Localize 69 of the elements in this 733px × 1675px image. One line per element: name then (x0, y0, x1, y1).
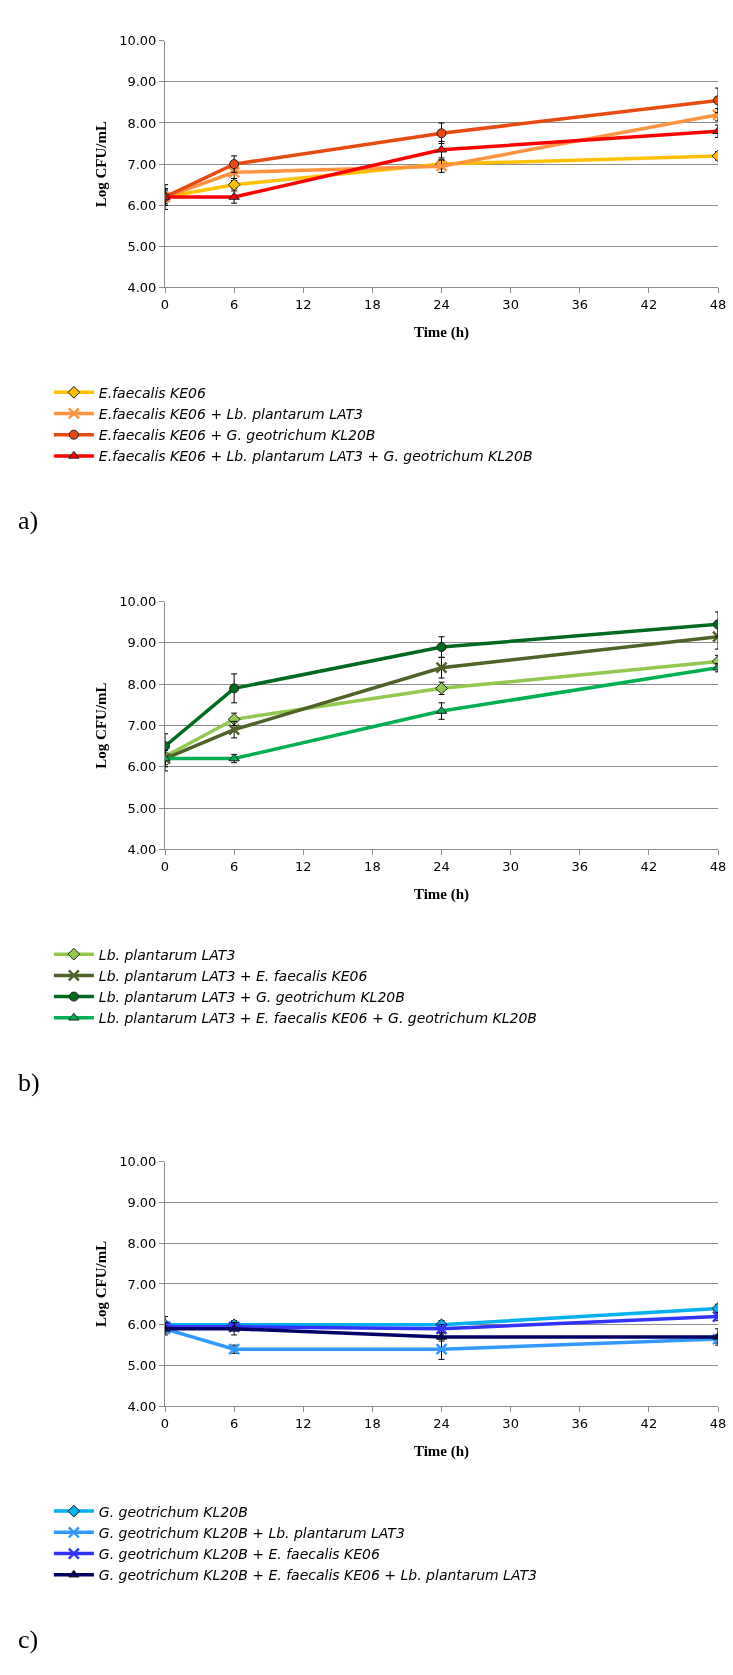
x-tick-label: 42 (640, 297, 658, 313)
y-tick-label: 5.00 (127, 238, 157, 254)
legend-label: E.faecalis KE06 + G. geotrichum KL20B (98, 427, 376, 444)
x-tick-label: 30 (502, 858, 519, 874)
x-tick-label: 42 (640, 1415, 658, 1431)
x-tick-label: 12 (294, 297, 312, 313)
x-tick-label: 24 (433, 1415, 450, 1431)
x-tick-label: 6 (229, 858, 239, 874)
x-tick-label: 30 (502, 1415, 519, 1431)
x-tick-label: 18 (364, 297, 381, 313)
y-tick-label: 6.00 (127, 759, 157, 775)
y-tick-label: 6.00 (127, 1317, 157, 1333)
y-tick-label: 9.00 (127, 635, 157, 651)
y-axis-title: Log CFU/mL (93, 1240, 110, 1328)
legend-label: E.faecalis KE06 (98, 384, 207, 401)
x-tick-label: 24 (433, 297, 450, 313)
x-tick-label: 24 (433, 858, 450, 874)
y-tick-label: 5.00 (127, 800, 157, 816)
x-tick-label: 18 (364, 1415, 381, 1431)
legend-label: Lb. plantarum LAT3 + E. faecalis KE06 + G. geotrichum KL20B (98, 1010, 537, 1027)
y-tick-label: 4.00 (127, 280, 157, 296)
text: a) (18, 506, 39, 535)
y-tick-label: 6.00 (127, 197, 157, 213)
x-tick-label: 6 (229, 1415, 239, 1431)
y-tick-label: 4.00 (127, 1398, 157, 1414)
x-tick-label: 12 (294, 1415, 312, 1431)
x-tick-label: 48 (709, 1415, 727, 1431)
x-tick-label: 36 (571, 297, 589, 313)
y-tick-label: 8.00 (127, 676, 157, 692)
x-tick-label: 36 (571, 858, 589, 874)
y-tick-label: 8.00 (127, 1235, 157, 1251)
y-tick-label: 4.00 (127, 841, 157, 857)
x-tick-label: 0 (160, 858, 170, 874)
y-tick-label: 8.00 (127, 115, 157, 131)
x-tick-label: 48 (709, 297, 727, 313)
y-tick-label: 5.00 (127, 1358, 157, 1374)
legend-label: Lb. plantarum LAT3 (98, 946, 236, 963)
x-tick-label: 30 (502, 297, 519, 313)
legend-label: E.faecalis KE06 + Lb. plantarum LAT3 + G. geotrichum KL20B (98, 448, 533, 465)
x-tick-label: 0 (160, 297, 170, 313)
y-axis-title: Log CFU/mL (93, 682, 110, 769)
y-tick-label: 10.00 (119, 1154, 157, 1170)
x-axis-title: Time (h) (413, 885, 470, 903)
y-tick-label: 10.00 (119, 33, 157, 49)
legend-label: G. geotrichum KL20B + E. faecalis KE06 (98, 1545, 380, 1562)
x-tick-label: 42 (640, 858, 658, 874)
x-tick-label: 0 (160, 1415, 170, 1431)
legend-label: G. geotrichum KL20B (98, 1503, 248, 1520)
legend-label: G. geotrichum KL20B + Lb. plantarum LAT3 (98, 1524, 405, 1541)
x-tick-label: 18 (364, 858, 381, 874)
x-axis-title: Time (h) (413, 324, 470, 342)
x-tick-label: 36 (571, 1415, 589, 1431)
y-tick-label: 7.00 (127, 718, 157, 734)
x-tick-label: 12 (294, 858, 312, 874)
y-tick-label: 7.00 (127, 1276, 157, 1292)
text: c) (18, 1625, 39, 1654)
legend-label: G. geotrichum KL20B + E. faecalis KE06 + Lb. plantarum LAT3 (98, 1567, 537, 1584)
legend-label: E.faecalis KE06 + Lb. plantarum LAT3 (98, 405, 363, 422)
x-axis-title: Time (h) (413, 1442, 470, 1460)
y-tick-label: 10.00 (119, 594, 157, 610)
y-tick-label: 9.00 (127, 74, 157, 90)
x-tick-label: 48 (709, 858, 727, 874)
legend-label: Lb. plantarum LAT3 + G. geotrichum KL20B (98, 989, 405, 1006)
y-axis-title: Log CFU/mL (93, 120, 110, 208)
y-tick-label: 7.00 (127, 156, 157, 172)
x-tick-label: 6 (229, 297, 239, 313)
legend-label: Lb. plantarum LAT3 + E. faecalis KE06 (98, 967, 368, 984)
text: b) (18, 1068, 40, 1097)
y-tick-label: 9.00 (127, 1194, 157, 1210)
